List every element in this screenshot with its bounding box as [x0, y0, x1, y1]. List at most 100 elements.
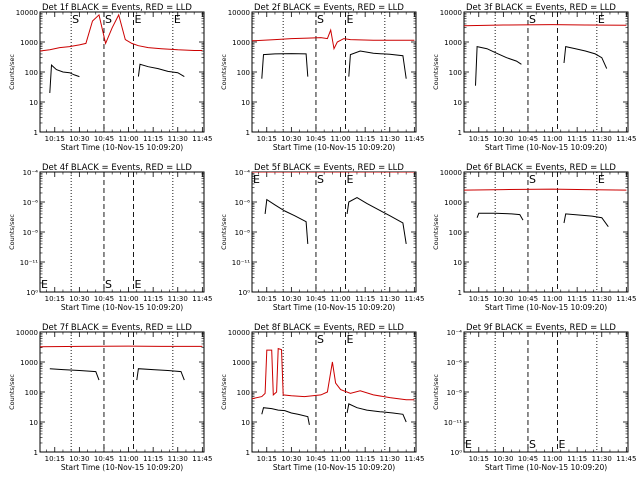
- y-tick-label: 10000: [228, 329, 250, 337]
- x-tick-label: 10:30: [69, 295, 89, 303]
- marker-label: S: [529, 173, 536, 186]
- y-tick-label: 100: [237, 389, 250, 397]
- x-tick-label: 10:45: [94, 295, 114, 303]
- events-series-line: [346, 197, 407, 244]
- y-tick-label: 100: [25, 389, 38, 397]
- x-tick-label: 11:15: [143, 455, 163, 463]
- y-axis-label: Counts/sec: [8, 214, 16, 250]
- x-tick-label: 11:15: [567, 295, 587, 303]
- plot-panel-7: Det 7f BLACK = Events, RED = LLD Counts/s…: [8, 323, 212, 472]
- y-tick-label: 10⁻⁶: [23, 199, 39, 207]
- x-tick-label: 11:30: [380, 135, 400, 143]
- plot-frame: [463, 331, 629, 453]
- x-tick-label: 10:45: [306, 135, 326, 143]
- x-axis-label: Start Time (10-Nov-15 10:09:20): [61, 143, 183, 152]
- marker-label: E: [465, 438, 472, 451]
- plot-frame: [463, 11, 629, 133]
- y-tick-label: 10⁰: [238, 289, 250, 297]
- x-axis-label: Start Time (10-Nov-15 10:09:20): [485, 303, 607, 312]
- x-tick-label: 11:45: [616, 455, 636, 463]
- y-tick-label: 10⁻⁸: [23, 229, 39, 237]
- y-tick-label: 10: [453, 259, 462, 267]
- y-tick-label: 10: [241, 99, 250, 107]
- events-series-line: [476, 212, 524, 221]
- marker-label: E: [346, 333, 353, 346]
- events-series-line: [137, 63, 185, 78]
- y-tick-label: 10: [29, 99, 38, 107]
- plot-title: Det 6f BLACK = Events, RED = LLD: [466, 163, 616, 173]
- x-tick-label: 10:15: [45, 295, 65, 303]
- marker-label: E: [253, 173, 260, 186]
- x-tick-label: 11:15: [143, 135, 163, 143]
- lld-series-line: [252, 347, 415, 401]
- plot-frame: [251, 171, 417, 293]
- y-tick-label: 10000: [228, 9, 250, 17]
- y-tick-label: 10⁻⁶: [447, 359, 463, 367]
- x-tick-label: 11:30: [168, 455, 188, 463]
- events-series-line: [261, 407, 310, 425]
- plot-title: Det 7f BLACK = Events, RED = LLD: [42, 323, 192, 333]
- x-tick-label: 10:30: [281, 295, 301, 303]
- x-tick-label: 11:00: [542, 295, 562, 303]
- x-tick-label: 11:45: [404, 295, 424, 303]
- y-tick-label: 100: [237, 69, 250, 77]
- x-tick-label: 11:45: [404, 455, 424, 463]
- x-tick-label: 11:45: [192, 455, 212, 463]
- lld-series-line: [464, 188, 627, 191]
- events-series-line: [348, 50, 407, 79]
- plot-panel-8: Det 8f BLACK = Events, RED = LLD Counts/s…: [220, 323, 424, 472]
- x-tick-label: 10:30: [69, 135, 89, 143]
- plot-panel-5: Det 5f BLACK = Events, RED = LLD Counts/s…: [220, 163, 424, 312]
- x-tick-label: 11:00: [330, 455, 350, 463]
- x-tick-label: 11:30: [168, 295, 188, 303]
- x-axis-label: Start Time (10-Nov-15 10:09:20): [273, 143, 395, 152]
- x-axis-label: Start Time (10-Nov-15 10:09:20): [485, 143, 607, 152]
- marker-label: S: [317, 173, 324, 186]
- x-tick-label: 11:15: [567, 135, 587, 143]
- marker-label: E: [558, 438, 565, 451]
- y-tick-label: 10000: [16, 329, 38, 337]
- events-series-line: [136, 368, 185, 381]
- x-tick-label: 10:15: [469, 295, 489, 303]
- events-series-line: [49, 368, 100, 381]
- lld-series-line: [464, 24, 627, 27]
- y-axis-label: Counts/sec: [220, 374, 228, 410]
- x-axis-label: Start Time (10-Nov-15 10:09:20): [273, 303, 395, 312]
- events-series-line: [346, 403, 407, 423]
- x-tick-label: 10:45: [306, 455, 326, 463]
- x-tick-label: 10:15: [257, 135, 277, 143]
- x-tick-label: 11:00: [118, 295, 138, 303]
- plot-title: Det 1f BLACK = Events, RED = LLD: [42, 3, 192, 13]
- lld-series-line: [40, 13, 203, 52]
- x-axis-label: Start Time (10-Nov-15 10:09:20): [273, 463, 395, 472]
- y-tick-label: 10000: [440, 9, 462, 17]
- x-tick-label: 11:15: [143, 295, 163, 303]
- y-tick-label: 1000: [232, 359, 250, 367]
- x-tick-label: 10:15: [45, 135, 65, 143]
- y-tick-label: 10⁻⁶: [235, 199, 251, 207]
- y-tick-label: 100: [25, 69, 38, 77]
- y-axis-label: Counts/sec: [220, 54, 228, 90]
- lld-series-line: [40, 345, 203, 348]
- x-tick-label: 11:30: [380, 455, 400, 463]
- marker-label: S: [317, 13, 324, 26]
- plot-title: Det 4f BLACK = Events, RED = LLD: [42, 163, 192, 173]
- marker-label: S: [105, 13, 112, 26]
- marker-label: S: [529, 13, 536, 26]
- marker-label: E: [41, 278, 48, 291]
- events-series-line: [261, 53, 309, 79]
- plot-title: Det 9f BLACK = Events, RED = LLD: [466, 323, 616, 333]
- y-tick-label: 1: [246, 129, 250, 137]
- y-axis-label: Counts/sec: [8, 54, 16, 90]
- x-axis-label: Start Time (10-Nov-15 10:09:20): [485, 463, 607, 472]
- x-tick-label: 10:45: [306, 295, 326, 303]
- y-tick-label: 10⁻¹¹: [20, 259, 38, 267]
- marker-label: E: [174, 13, 181, 26]
- x-tick-label: 10:15: [469, 455, 489, 463]
- y-axis-label: Counts/sec: [432, 54, 440, 90]
- x-tick-label: 10:15: [45, 455, 65, 463]
- plot-panel-4: Det 4f BLACK = Events, RED = LLD Counts/s…: [8, 163, 212, 312]
- y-tick-label: 10⁻⁸: [447, 389, 463, 397]
- marker-label: E: [134, 278, 141, 291]
- events-series-line: [563, 213, 609, 227]
